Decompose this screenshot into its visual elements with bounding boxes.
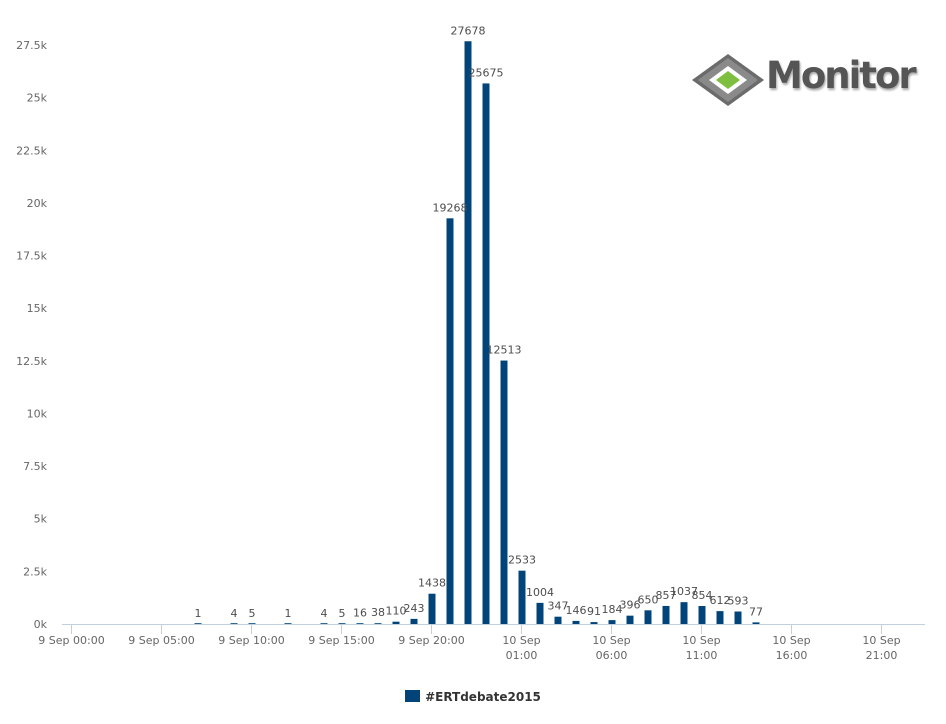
bar[interactable] (446, 218, 454, 624)
y-tick-label: 15k (27, 302, 48, 315)
bars (194, 41, 760, 624)
bar[interactable] (644, 610, 652, 624)
x-tick-label: 10 Sep 11:00 (682, 634, 720, 662)
data-label: 1 (195, 607, 202, 620)
x-axis: 9 Sep 00:00 9 Sep 05:00 9 Sep 10:00 9 Sep 1… (38, 624, 925, 662)
bar[interactable] (572, 620, 580, 624)
data-label: 146 (566, 604, 587, 617)
data-label: 16 (353, 607, 367, 620)
x-tick-label: 10 Sep 21:00 (862, 634, 900, 662)
bar[interactable] (410, 618, 418, 624)
data-label: 857 (656, 589, 677, 602)
data-label: 1004 (526, 586, 554, 599)
data-label: 243 (404, 602, 425, 615)
y-tick-label: 27.5k (16, 39, 47, 52)
diamond-logo-icon (692, 54, 764, 106)
bar[interactable] (194, 623, 202, 624)
data-label: 4 (231, 607, 238, 620)
y-tick-label: 25k (27, 92, 48, 105)
data-label: 38 (371, 606, 385, 619)
bar[interactable] (680, 602, 688, 624)
bar[interactable] (230, 623, 238, 624)
x-tick-label: 9 Sep 10:00 (218, 634, 284, 647)
data-label: 854 (692, 589, 713, 602)
data-label: 4 (321, 607, 328, 620)
monitor-logo: Monitor (690, 52, 917, 108)
bar[interactable] (734, 611, 742, 624)
data-label: 12513 (487, 344, 522, 357)
legend-swatch (405, 690, 421, 702)
x-tick-label: 9 Sep 00:00 (38, 634, 104, 647)
logo-text: Monitor (766, 54, 917, 97)
y-tick-label: 20k (27, 197, 48, 210)
bar[interactable] (320, 623, 328, 624)
bar[interactable] (698, 606, 706, 624)
y-tick-label: 5k (34, 513, 48, 526)
x-tick-label: 10 Sep 06:00 (592, 634, 630, 662)
data-label: 5 (249, 607, 256, 620)
data-labels: 1 4 5 1 4 5 16 38 110243143819268276782567512513… (195, 24, 764, 620)
data-label: 612 (710, 594, 731, 607)
bar[interactable] (428, 593, 436, 624)
bar[interactable] (338, 623, 346, 624)
data-label: 650 (638, 593, 659, 606)
y-tick-label: 10k (27, 407, 48, 420)
y-axis: 0k 2.5k 5k 7.5k 10k 12.5k 15k 17.5k 20k 22.5k 25k 2… (16, 39, 47, 631)
data-label: 593 (728, 595, 749, 608)
bar[interactable] (590, 622, 598, 624)
bar[interactable] (608, 620, 616, 624)
y-tick-label: 2.5k (23, 565, 47, 578)
data-label: 1 (285, 607, 292, 620)
y-tick-label: 22.5k (16, 144, 47, 157)
data-label: 347 (548, 600, 569, 613)
bar[interactable] (500, 360, 508, 624)
bar[interactable] (518, 570, 526, 624)
data-label: 110 (386, 605, 407, 618)
data-label: 77 (749, 605, 763, 618)
bar[interactable] (356, 623, 364, 624)
y-tick-label: 12.5k (16, 355, 47, 368)
data-label: 19268 (433, 201, 468, 214)
bar[interactable] (752, 622, 760, 624)
data-label: 1037 (670, 585, 698, 598)
bar[interactable] (464, 41, 472, 624)
y-tick-label: 7.5k (23, 460, 47, 473)
x-tick-label: 9 Sep 20:00 (398, 634, 464, 647)
bar[interactable] (374, 623, 382, 624)
legend[interactable]: #ERTdebate2015 (0, 690, 946, 704)
x-tick-label: 9 Sep 15:00 (308, 634, 374, 647)
data-label: 27678 (451, 24, 486, 37)
legend-label: #ERTdebate2015 (425, 690, 541, 704)
data-label: 396 (620, 599, 641, 612)
y-tick-label: 17.5k (16, 250, 47, 263)
data-label: 1438 (418, 577, 446, 590)
x-tick-label: 10 Sep 16:00 (772, 634, 810, 662)
bar[interactable] (626, 615, 634, 624)
y-tick-label: 0k (34, 618, 48, 631)
bar[interactable] (248, 623, 256, 624)
x-tick-label: 10 Sep 01:00 (502, 634, 540, 662)
bar[interactable] (662, 605, 670, 624)
data-label: 25675 (469, 66, 504, 79)
bar[interactable] (554, 616, 562, 624)
bar[interactable] (284, 623, 292, 624)
x-tick-label: 9 Sep 05:00 (128, 634, 194, 647)
bar[interactable] (536, 602, 544, 624)
data-label: 91 (587, 605, 601, 618)
data-label: 2533 (508, 554, 536, 567)
bar[interactable] (392, 621, 400, 624)
bar[interactable] (716, 611, 724, 624)
bar[interactable] (482, 83, 490, 624)
data-label: 5 (339, 607, 346, 620)
data-label: 184 (602, 603, 623, 616)
